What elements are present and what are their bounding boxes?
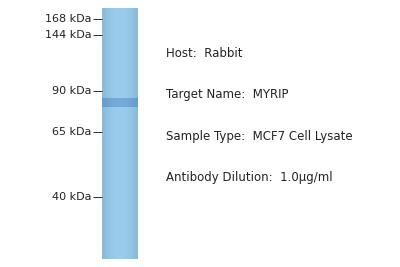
- Text: 65 kDa: 65 kDa: [52, 127, 91, 137]
- Text: Target Name:  MYRIP: Target Name: MYRIP: [166, 88, 288, 101]
- Text: 144 kDa: 144 kDa: [44, 30, 91, 40]
- Text: 168 kDa: 168 kDa: [45, 14, 91, 24]
- Text: Sample Type:  MCF7 Cell Lysate: Sample Type: MCF7 Cell Lysate: [166, 130, 353, 143]
- Text: Host:  Rabbit: Host: Rabbit: [166, 47, 242, 60]
- Text: Antibody Dilution:  1.0μg/ml: Antibody Dilution: 1.0μg/ml: [166, 171, 333, 184]
- Text: 90 kDa: 90 kDa: [52, 86, 91, 96]
- Text: 40 kDa: 40 kDa: [52, 192, 91, 202]
